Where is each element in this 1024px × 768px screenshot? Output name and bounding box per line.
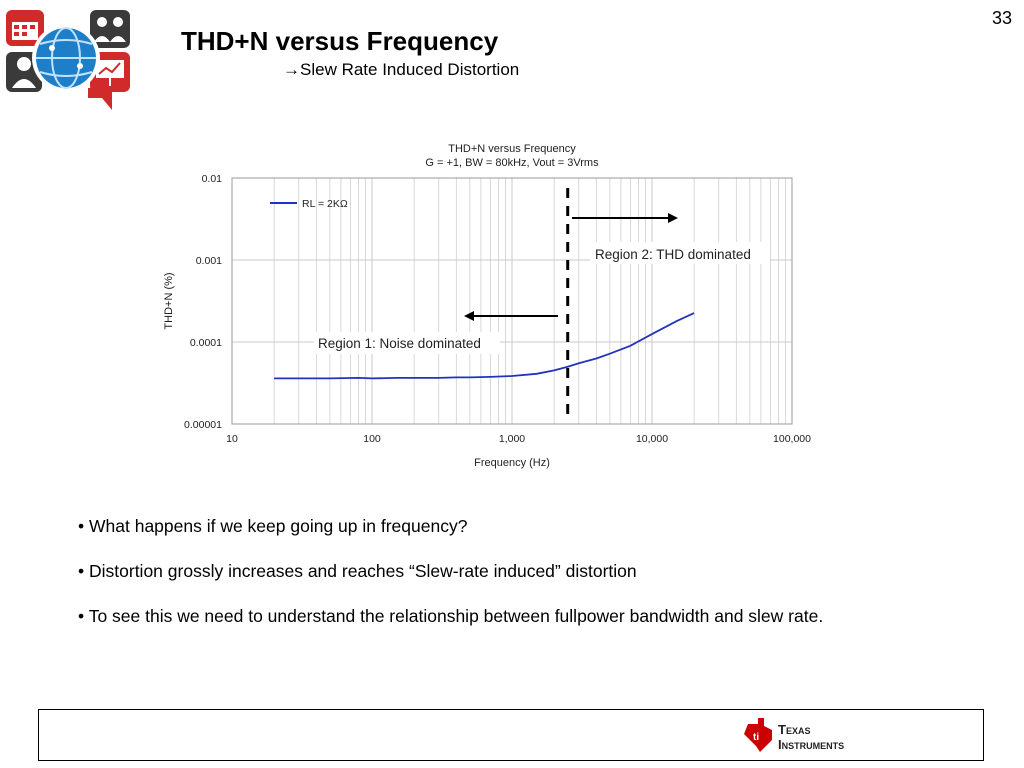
globe-icon [32, 24, 100, 92]
page-number: 33 [991, 8, 1012, 28]
tick-labels: 10 100 1,000 10,000 100,000 0.00001 0.0001 0.00… [184, 173, 811, 445]
logo-cluster [6, 10, 130, 110]
bullet-text: Distortion grossly increases and reaches… [89, 561, 637, 581]
plot-frame [231, 177, 793, 425]
texas-state-icon [744, 718, 772, 752]
region-1-label-bg [314, 332, 500, 354]
calendar-icon [6, 10, 44, 46]
x-axis-label: Frequency (Hz) [474, 457, 550, 469]
region-1-annotation: Region 1: Noise dominated [314, 311, 558, 354]
x-tick-label: 1,000 [499, 433, 525, 445]
footer-box [38, 709, 984, 761]
bullet-item: • To see this we need to understand the … [78, 606, 824, 626]
speech-bubble-icon [88, 88, 112, 110]
region-2-label: Region 2: THD dominated [595, 247, 751, 262]
chart-title: THD+N versus Frequency [448, 143, 576, 155]
legend-label: RL = 2KΩ [302, 198, 348, 210]
ti-logo-line2: Instruments [778, 737, 844, 752]
y-tick-label: 0.01 [202, 173, 223, 185]
x-tick-label: 10 [226, 433, 238, 445]
region-2-annotation: Region 2: THD dominated [572, 213, 770, 264]
grid [232, 177, 792, 425]
y-axis-label: THD+N (%) [163, 272, 175, 329]
region-2-arrowhead [668, 213, 678, 223]
bullet-item: • Distortion grossly increases and reach… [78, 561, 637, 581]
presentation-icon [90, 52, 130, 92]
chart-subtitle: G = +1, BW = 80kHz, Vout = 3Vrms [425, 157, 599, 169]
texas-instruments-logo: ti Texas Instruments [744, 718, 844, 752]
x-tick-label: 100 [363, 433, 381, 445]
arrow-right-icon: → [283, 60, 300, 79]
x-tick-label: 100,000 [773, 433, 811, 445]
thd-chart: THD+N versus Frequency G = +1, BW = 80kH… [163, 143, 811, 469]
y-tick-label: 0.00001 [184, 419, 222, 431]
region-2-label-bg [590, 242, 770, 264]
ti-mark-letters: ti [753, 732, 759, 743]
bullet-list: • What happens if we keep going up in fr… [78, 516, 978, 651]
region-1-label: Region 1: Noise dominated [318, 336, 481, 351]
bullet-item: • What happens if we keep going up in fr… [78, 516, 468, 536]
series-line-rl-2k [274, 312, 695, 380]
bullet-text: To see this we need to understand the re… [88, 606, 824, 626]
x-tick-label: 10,000 [636, 433, 668, 445]
region-1-arrowhead [464, 311, 474, 321]
ti-logo-line1: Texas [778, 722, 810, 737]
y-tick-label: 0.001 [196, 255, 222, 267]
people-icon [90, 10, 130, 48]
y-tick-label: 0.0001 [190, 337, 222, 349]
subtitle-text: Slew Rate Induced Distortion [300, 60, 520, 79]
bullet-text: What happens if we keep going up in freq… [89, 516, 468, 536]
slide-title: THD+N versus Frequency [181, 26, 499, 56]
legend: RL = 2KΩ [270, 198, 348, 210]
slide-subtitle: →Slew Rate Induced Distortion [283, 60, 519, 80]
